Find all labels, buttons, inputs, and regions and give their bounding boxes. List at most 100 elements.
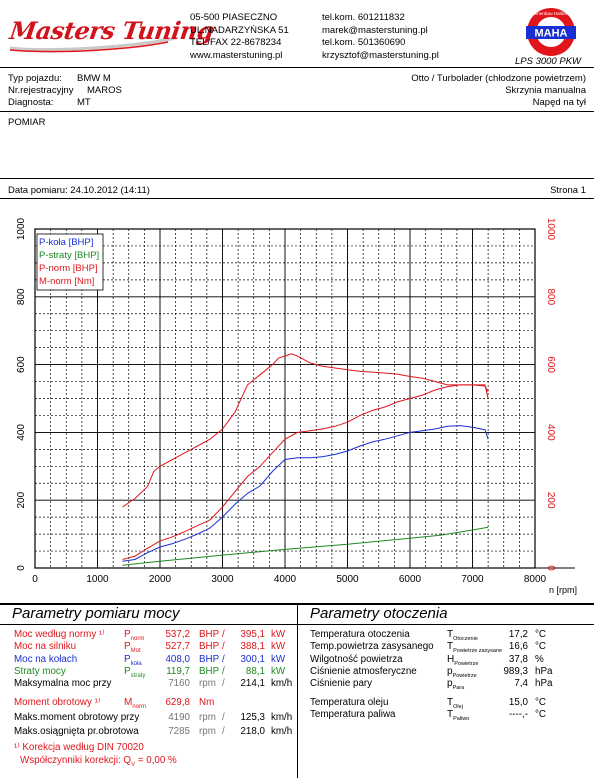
y-tick-label-left: 600 xyxy=(16,356,27,373)
power-row-2-unit2: kW xyxy=(271,653,286,665)
phone-1: tel.kom. 601211832 xyxy=(322,12,405,23)
plot-frame xyxy=(34,228,536,569)
ambient-row-3-unit: hPa xyxy=(535,665,553,677)
power-row-1-symbol: PMot xyxy=(124,641,141,655)
x-tick-label: 0 xyxy=(32,574,38,585)
ambient-row-4-symbol: pPara xyxy=(447,678,465,692)
engine-type: Otto / Turbolader (chłodzone powietrzem) xyxy=(411,73,586,84)
power-row-3-value1: 119,7 xyxy=(166,665,190,677)
fluid-row-0-label: Temperatura oleju xyxy=(310,697,389,708)
y-tick-label-right: 1000 xyxy=(545,218,556,241)
ambient-row-3-value: 989,3 xyxy=(503,665,528,677)
legend-entry-1: P-straty [BHP] xyxy=(39,250,99,261)
fluid-row-1-label: Temperatura paliwa xyxy=(310,709,396,721)
power-row-1-label: Moc na silniku xyxy=(14,641,77,653)
power-row-3-label: Straty mocy xyxy=(14,665,66,677)
params-separator xyxy=(297,603,298,778)
vehicle-type-value: BMW M xyxy=(77,73,111,84)
power-row-0-value2: 395,1 xyxy=(240,629,265,640)
maha-badge: MAHA Maschinenbau Haldenwang xyxy=(516,4,586,64)
y-tick-label-left: 400 xyxy=(16,424,27,441)
ambient-row-1-value: 16,6 xyxy=(508,641,528,653)
email-2[interactable]: krzysztof@masterstuning.pl xyxy=(322,49,439,61)
fluid-row-0-value: 15,0 xyxy=(508,697,528,708)
power-row-3-symbol: Pstraty xyxy=(124,665,146,679)
series-line-2 xyxy=(122,384,489,560)
ambient-row-3-symbol: pPowietrze xyxy=(447,665,477,679)
fluid-row-0-symbol: TOlej xyxy=(447,697,463,710)
torque-row-1-unit2: km/h xyxy=(271,711,293,723)
power-row-2-unit1: BHP xyxy=(199,653,220,665)
power-params-title: Parametry pomiaru mocy xyxy=(12,605,180,622)
ambient-row-0-value: 17,2 xyxy=(508,629,528,640)
torque-row-1-separator: / xyxy=(222,711,225,723)
torque-row-2-value2: 218,0 xyxy=(240,726,265,737)
power-row-4-value1: 7160 xyxy=(168,678,190,690)
power-row-1-separator: / xyxy=(222,641,225,653)
torque-row-2-unit2: km/h xyxy=(271,726,293,737)
ambient-row-4-label: Ciśnienie pary xyxy=(310,678,373,690)
website-link[interactable]: www.masterstuning.pl xyxy=(190,49,283,61)
power-row-4-separator: / xyxy=(222,678,225,690)
address-line: 05-500 PIASECZNO xyxy=(190,12,278,23)
fluid-row-1-value: ----,- xyxy=(508,709,528,721)
badge-caption: LPS 3000 PKW xyxy=(514,56,581,67)
power-row-1-unit2: kW xyxy=(271,641,286,653)
power-row-0-unit2: kW xyxy=(271,629,286,640)
ambient-row-2-label: Wilgotność powietrza xyxy=(310,653,403,665)
power-row-1-value2: 388,1 xyxy=(240,641,265,653)
power-row-4-unit1: rpm xyxy=(199,678,216,690)
y-tick-label-left: 0 xyxy=(16,565,27,571)
ambient-row-0-label: Temperatura otoczenia xyxy=(310,629,410,640)
torque-row-1-value1: 4190 xyxy=(168,711,190,723)
measurement-date: Data pomiaru: 24.10.2012 (14:11) xyxy=(8,185,150,196)
torque-row-0-unit1: Nm xyxy=(199,697,215,708)
ambient-row-4-unit: hPa xyxy=(535,678,553,690)
ambient-row-0-unit: °C xyxy=(535,629,546,640)
logo-text: Masters Tuning xyxy=(7,16,216,45)
series-line-0 xyxy=(122,425,489,562)
ambient-row-1-symbol: TPowietrze zasysane xyxy=(447,641,503,655)
remarks-divider xyxy=(0,178,594,179)
company-address: 05-500 PIASECZNO UL.NADARZYŃSKA 51 TEL/F… xyxy=(190,12,289,62)
correction-factor: Współczynniki korekcji: QV = 0,00 % xyxy=(20,755,177,768)
torque-row-2-label: Maks.osiągnięta pr.obrotowa xyxy=(14,726,139,737)
torque-row-0-label: Moment obrotowy ¹⁾ xyxy=(14,697,101,708)
y-tick-label-left: 200 xyxy=(16,491,27,508)
logo-swoosh-icon xyxy=(9,36,177,53)
legend-box xyxy=(36,233,104,291)
din-correction-note: ¹⁾ Korekcja według DIN 70020 xyxy=(14,742,144,753)
power-row-4-label: Maksymalna moc przy xyxy=(14,678,112,690)
ambient-row-2-value: 37,8 xyxy=(508,653,528,665)
power-row-3-value2: 88,1 xyxy=(245,665,265,677)
torque-row-1-value2: 125,3 xyxy=(240,711,265,723)
torque-row-2-value1: 7285 xyxy=(168,726,190,737)
power-row-3-unit2: kW xyxy=(271,665,286,677)
x-tick-label: 5000 xyxy=(336,574,359,585)
badge-brand: MAHA xyxy=(535,28,568,40)
y-tick-label-right: 600 xyxy=(545,356,556,373)
x-tick-label: 6000 xyxy=(399,574,422,585)
chart-grid xyxy=(34,228,536,569)
ambient-row-1-unit: °C xyxy=(535,641,546,653)
legend-entry-2: P-norm [BHP] xyxy=(39,263,98,274)
phone-2: tel.kom. 501360690 xyxy=(322,37,406,48)
x-axis-unit: n [rpm] xyxy=(549,585,577,595)
y-tick-label-right: 0 xyxy=(545,565,556,571)
address-line: TEL/FAX 22-8678234 xyxy=(190,37,282,48)
chart-series xyxy=(122,353,489,566)
ambient-row-3-label: Ciśnienie atmosferyczne xyxy=(310,665,417,677)
x-tick-label: 4000 xyxy=(274,574,297,585)
chart-legend: P-koła [BHP] P-straty [BHP] P-norm [BHP] M-… xyxy=(36,233,104,291)
x-tick-label: 7000 xyxy=(461,574,484,585)
maha-emblem-icon: MAHA Maschinenbau Haldenwang xyxy=(523,8,580,56)
measurement-label: POMIAR xyxy=(8,117,46,128)
torque-row-0-symbol: Mnorm xyxy=(124,697,147,710)
power-row-4-value2: 214,1 xyxy=(240,678,265,690)
vehicle-type-label: Typ pojazdu: xyxy=(8,73,62,84)
email-1[interactable]: marek@masterstuning.pl xyxy=(322,24,428,36)
company-contacts: tel.kom. 601211832 marek@masterstuning.p… xyxy=(322,12,439,62)
power-row-3-unit1: BHP xyxy=(199,665,220,677)
power-row-4-unit2: km/h xyxy=(271,678,293,690)
